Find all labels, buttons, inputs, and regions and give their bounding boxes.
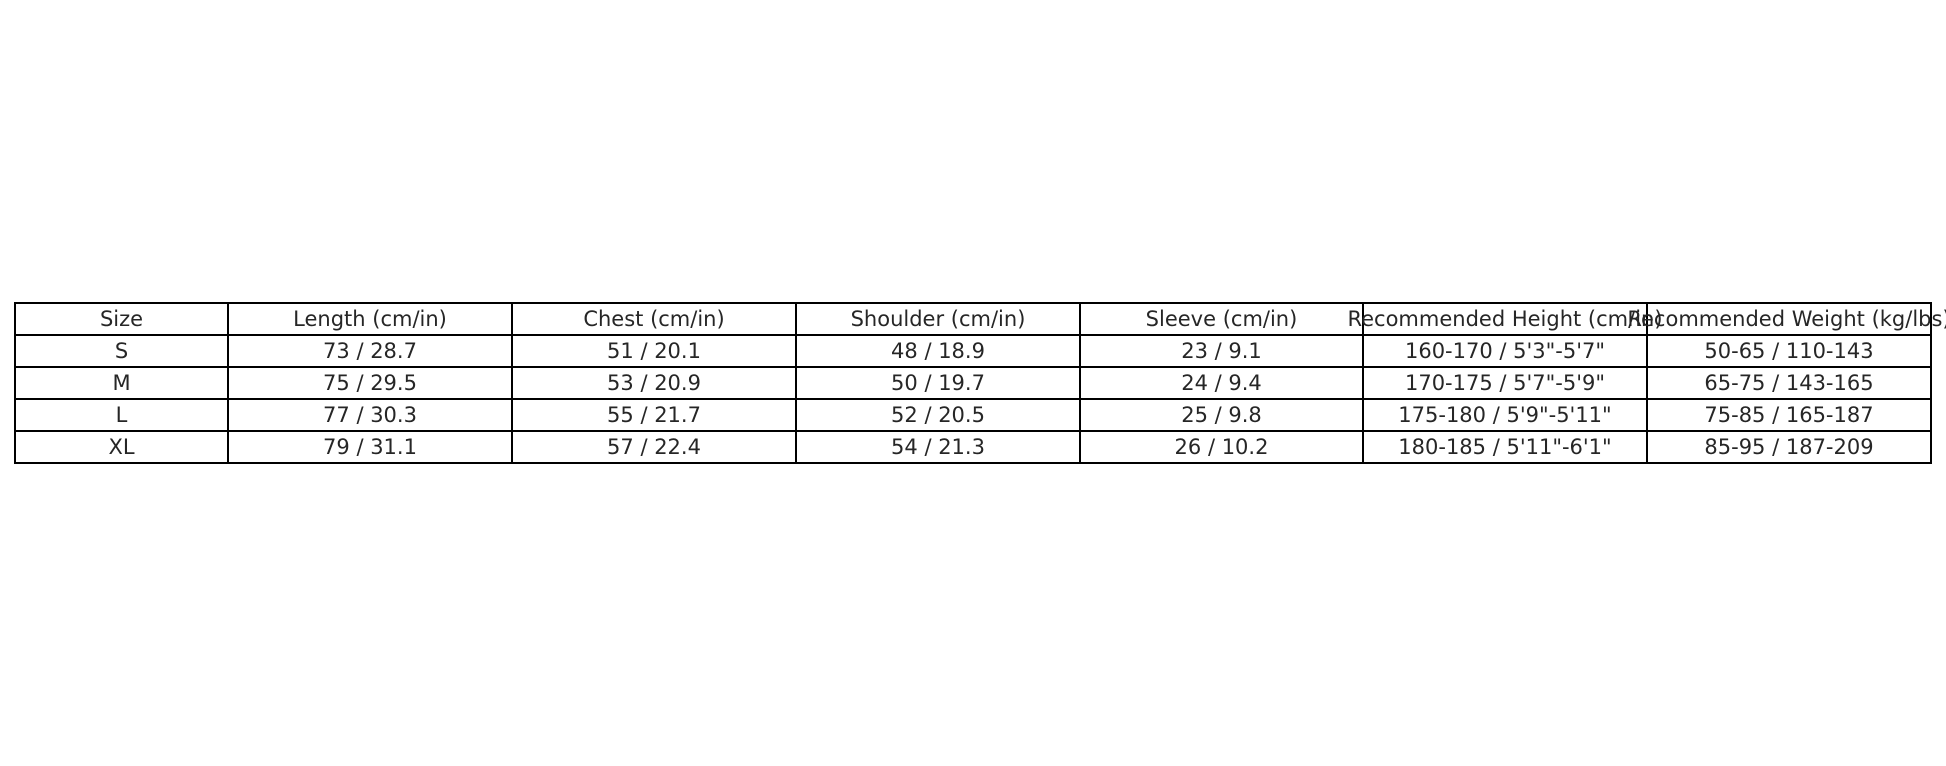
header-cell: Chest (cm/in) — [511, 302, 797, 336]
cell-text: 55 / 21.7 — [607, 403, 701, 427]
cell-text: Recommended Weight (kg/lbs) — [1627, 307, 1946, 331]
cell-text: S — [114, 339, 129, 363]
table-cell: 52 / 20.5 — [795, 398, 1081, 432]
cell-text: Sleeve (cm/in) — [1145, 307, 1298, 331]
table-cell: L — [14, 398, 229, 432]
table-cell: 50 / 19.7 — [795, 366, 1081, 400]
header-cell: Recommended Weight (kg/lbs) — [1627, 302, 1946, 336]
cell-text: 180-185 / 5'11"-6'1" — [1398, 435, 1612, 459]
table-cell: 25 / 9.8 — [1079, 398, 1364, 432]
cell-text: 53 / 20.9 — [607, 371, 701, 395]
table-cell: 57 / 22.4 — [511, 430, 797, 464]
cell-text: M — [112, 371, 131, 395]
table-cell: 180-185 / 5'11"-6'1" — [1362, 430, 1648, 464]
cell-text: 54 / 21.3 — [891, 435, 985, 459]
cell-text: Length (cm/in) — [293, 307, 447, 331]
table-cell: 79 / 31.1 — [227, 430, 513, 464]
cell-text: L — [115, 403, 128, 427]
table-cell: 48 / 18.9 — [795, 334, 1081, 368]
table-cell: 51 / 20.1 — [511, 334, 797, 368]
table-cell: 175-180 / 5'9"-5'11" — [1362, 398, 1648, 432]
table-cell: 77 / 30.3 — [227, 398, 513, 432]
table-cell: 55 / 21.7 — [511, 398, 797, 432]
table-cell: 24 / 9.4 — [1079, 366, 1364, 400]
cell-text: 51 / 20.1 — [607, 339, 701, 363]
table-cell: 26 / 10.2 — [1079, 430, 1364, 464]
header-cell: Size — [14, 302, 229, 336]
header-cell: Recommended Height (cm/in) — [1347, 302, 1663, 336]
cell-text: XL — [108, 435, 135, 459]
header-cell: Sleeve (cm/in) — [1079, 302, 1364, 336]
cell-text: 79 / 31.1 — [323, 435, 417, 459]
table-cell: XL — [14, 430, 229, 464]
table-cell: S — [14, 334, 229, 368]
table-cell: 75-85 / 165-187 — [1646, 398, 1932, 432]
table-cell: 54 / 21.3 — [795, 430, 1081, 464]
header-cell: Length (cm/in) — [227, 302, 513, 336]
cell-text: 50-65 / 110-143 — [1704, 339, 1874, 363]
table-cell: 160-170 / 5'3"-5'7" — [1362, 334, 1648, 368]
table-cell: M — [14, 366, 229, 400]
cell-text: 52 / 20.5 — [891, 403, 985, 427]
cell-text: 75-85 / 165-187 — [1704, 403, 1874, 427]
cell-text: 65-75 / 143-165 — [1704, 371, 1874, 395]
table-cell: 73 / 28.7 — [227, 334, 513, 368]
cell-text: 50 / 19.7 — [891, 371, 985, 395]
table-cell: 23 / 9.1 — [1079, 334, 1364, 368]
cell-text: 48 / 18.9 — [891, 339, 985, 363]
table-cell: 50-65 / 110-143 — [1646, 334, 1932, 368]
cell-text: 23 / 9.1 — [1181, 339, 1262, 363]
cell-text: Chest (cm/in) — [583, 307, 725, 331]
cell-text: 160-170 / 5'3"-5'7" — [1404, 339, 1606, 363]
cell-text: 24 / 9.4 — [1181, 371, 1262, 395]
table-cell: 170-175 / 5'7"-5'9" — [1362, 366, 1648, 400]
cell-text: 170-175 / 5'7"-5'9" — [1404, 371, 1606, 395]
table-cell: 53 / 20.9 — [511, 366, 797, 400]
table-cell: 85-95 / 187-209 — [1646, 430, 1932, 464]
cell-text: Shoulder (cm/in) — [850, 307, 1026, 331]
cell-text: Size — [99, 307, 144, 331]
header-cell: Shoulder (cm/in) — [795, 302, 1081, 336]
cell-text: Recommended Height (cm/in) — [1347, 307, 1663, 331]
cell-text: 85-95 / 187-209 — [1704, 435, 1874, 459]
cell-text: 175-180 / 5'9"-5'11" — [1398, 403, 1612, 427]
cell-text: 75 / 29.5 — [323, 371, 417, 395]
table-cell: 65-75 / 143-165 — [1646, 366, 1932, 400]
cell-text: 26 / 10.2 — [1174, 435, 1269, 459]
cell-text: 25 / 9.8 — [1181, 403, 1262, 427]
cell-text: 77 / 30.3 — [323, 403, 417, 427]
cell-text: 73 / 28.7 — [323, 339, 417, 363]
table-cell: 75 / 29.5 — [227, 366, 513, 400]
cell-text: 57 / 22.4 — [607, 435, 701, 459]
